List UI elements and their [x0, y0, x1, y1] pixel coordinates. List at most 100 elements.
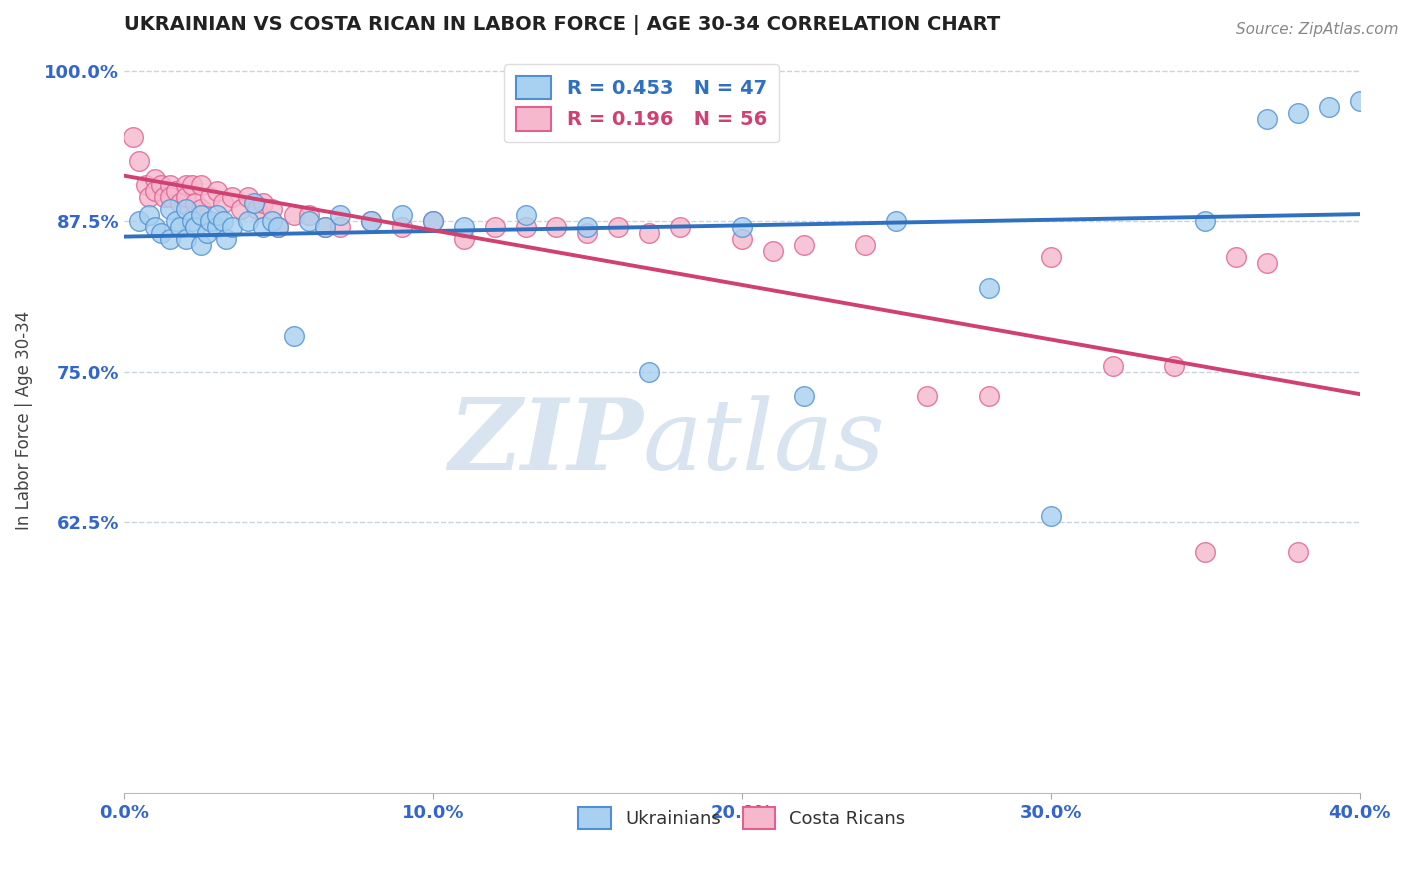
- Point: [252, 220, 274, 235]
- Point: [262, 214, 284, 228]
- Point: [607, 220, 630, 235]
- Point: [298, 214, 321, 228]
- Point: [314, 220, 336, 235]
- Point: [1317, 100, 1340, 114]
- Point: [190, 208, 212, 222]
- Point: [360, 214, 382, 228]
- Point: [793, 238, 815, 252]
- Point: [166, 184, 188, 198]
- Point: [252, 196, 274, 211]
- Point: [159, 202, 181, 217]
- Point: [484, 220, 506, 235]
- Point: [391, 220, 413, 235]
- Point: [246, 202, 269, 217]
- Point: [576, 227, 599, 241]
- Point: [1348, 94, 1371, 108]
- Point: [174, 202, 197, 217]
- Point: [138, 208, 160, 222]
- Point: [1039, 509, 1062, 524]
- Point: [128, 154, 150, 169]
- Point: [205, 208, 228, 222]
- Point: [143, 184, 166, 198]
- Point: [122, 130, 145, 145]
- Point: [1101, 359, 1123, 373]
- Point: [360, 214, 382, 228]
- Point: [236, 214, 259, 228]
- Point: [236, 190, 259, 204]
- Point: [1194, 545, 1216, 559]
- Point: [184, 196, 207, 211]
- Point: [283, 328, 305, 343]
- Point: [453, 232, 475, 246]
- Point: [422, 214, 444, 228]
- Text: ZIP: ZIP: [449, 394, 643, 491]
- Point: [329, 220, 352, 235]
- Point: [314, 220, 336, 235]
- Point: [283, 208, 305, 222]
- Point: [190, 238, 212, 252]
- Point: [215, 232, 238, 246]
- Point: [669, 220, 692, 235]
- Point: [1256, 112, 1278, 126]
- Point: [174, 178, 197, 193]
- Point: [221, 190, 243, 204]
- Point: [221, 220, 243, 235]
- Point: [205, 220, 228, 235]
- Point: [231, 202, 253, 217]
- Point: [1286, 545, 1309, 559]
- Point: [576, 220, 599, 235]
- Point: [159, 190, 181, 204]
- Point: [153, 190, 176, 204]
- Point: [762, 244, 785, 259]
- Point: [197, 227, 219, 241]
- Point: [267, 220, 290, 235]
- Text: atlas: atlas: [643, 395, 886, 490]
- Point: [169, 220, 191, 235]
- Point: [159, 232, 181, 246]
- Point: [181, 214, 204, 228]
- Point: [855, 238, 877, 252]
- Point: [200, 190, 222, 204]
- Point: [135, 178, 157, 193]
- Point: [886, 214, 908, 228]
- Point: [793, 389, 815, 403]
- Point: [731, 220, 754, 235]
- Text: Source: ZipAtlas.com: Source: ZipAtlas.com: [1236, 22, 1399, 37]
- Point: [211, 196, 233, 211]
- Point: [128, 214, 150, 228]
- Point: [150, 227, 173, 241]
- Point: [143, 172, 166, 186]
- Point: [977, 389, 1000, 403]
- Point: [638, 227, 661, 241]
- Point: [1194, 214, 1216, 228]
- Point: [731, 232, 754, 246]
- Point: [211, 214, 233, 228]
- Point: [1256, 256, 1278, 270]
- Point: [174, 190, 197, 204]
- Point: [329, 208, 352, 222]
- Legend: Ukrainians, Costa Ricans: Ukrainians, Costa Ricans: [571, 800, 912, 837]
- Point: [422, 214, 444, 228]
- Point: [174, 232, 197, 246]
- Point: [138, 190, 160, 204]
- Point: [262, 202, 284, 217]
- Point: [143, 220, 166, 235]
- Point: [166, 214, 188, 228]
- Point: [453, 220, 475, 235]
- Point: [184, 220, 207, 235]
- Point: [169, 196, 191, 211]
- Point: [1163, 359, 1185, 373]
- Point: [150, 178, 173, 193]
- Point: [267, 220, 290, 235]
- Point: [205, 184, 228, 198]
- Point: [190, 202, 212, 217]
- Point: [181, 178, 204, 193]
- Point: [515, 208, 537, 222]
- Point: [190, 178, 212, 193]
- Point: [391, 208, 413, 222]
- Point: [546, 220, 568, 235]
- Point: [977, 280, 1000, 294]
- Point: [638, 365, 661, 379]
- Point: [515, 220, 537, 235]
- Point: [1039, 251, 1062, 265]
